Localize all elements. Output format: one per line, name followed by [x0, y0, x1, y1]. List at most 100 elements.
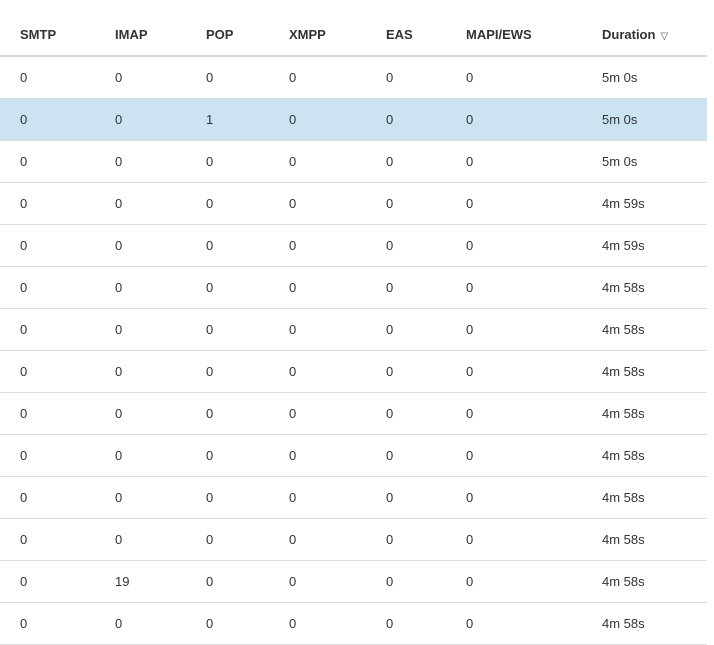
- cell-imap: 0: [115, 490, 123, 505]
- cell-eas: 0: [386, 112, 394, 127]
- cell-mapi-ews: 0: [466, 238, 474, 253]
- cell-smtp: 0: [20, 112, 28, 127]
- cell-pop: 0: [206, 574, 214, 589]
- cell-mapi-ews: 0: [466, 70, 474, 85]
- cell-pop: 0: [206, 448, 214, 463]
- column-header-label: EAS: [386, 27, 413, 42]
- table-row[interactable]: 0 0 0 0 0 0 4m 58s: [0, 267, 707, 309]
- cell-imap: 0: [115, 112, 123, 127]
- cell-eas: 0: [386, 364, 394, 379]
- cell-smtp: 0: [20, 238, 28, 253]
- cell-mapi-ews: 0: [466, 322, 474, 337]
- column-header-pop[interactable]: POP: [206, 14, 233, 55]
- table-row[interactable]: 0 0 0 0 0 0 5m 0s: [0, 141, 707, 183]
- cell-pop: 0: [206, 196, 214, 211]
- cell-xmpp: 0: [289, 532, 297, 547]
- column-header-label: MAPI/EWS: [466, 27, 532, 42]
- column-header-mapi-ews[interactable]: MAPI/EWS: [466, 14, 532, 55]
- cell-duration: 4m 59s: [602, 196, 645, 211]
- cell-xmpp: 0: [289, 490, 297, 505]
- cell-mapi-ews: 0: [466, 532, 474, 547]
- cell-duration: 4m 58s: [602, 616, 645, 631]
- sort-descending-icon[interactable]: ▽: [660, 31, 669, 42]
- cell-mapi-ews: 0: [466, 196, 474, 211]
- table-row[interactable]: 0 0 0 0 0 0 4m 58s: [0, 603, 707, 645]
- cell-duration: 4m 59s: [602, 238, 645, 253]
- table-row[interactable]: 0 0 0 0 0 0 4m 58s: [0, 435, 707, 477]
- cell-duration: 4m 58s: [602, 448, 645, 463]
- cell-imap: 0: [115, 280, 123, 295]
- cell-pop: 0: [206, 532, 214, 547]
- cell-mapi-ews: 0: [466, 280, 474, 295]
- cell-duration: 4m 58s: [602, 280, 645, 295]
- cell-eas: 0: [386, 70, 394, 85]
- cell-eas: 0: [386, 616, 394, 631]
- table-row[interactable]: 0 0 0 0 0 0 4m 58s: [0, 393, 707, 435]
- cell-smtp: 0: [20, 448, 28, 463]
- cell-xmpp: 0: [289, 406, 297, 421]
- cell-imap: 0: [115, 322, 123, 337]
- cell-duration: 4m 58s: [602, 490, 645, 505]
- cell-mapi-ews: 0: [466, 616, 474, 631]
- table-row[interactable]: 0 0 0 0 0 0 4m 58s: [0, 309, 707, 351]
- cell-duration: 4m 58s: [602, 322, 645, 337]
- table-row[interactable]: 0 0 0 0 0 0 4m 58s: [0, 351, 707, 393]
- cell-pop: 0: [206, 238, 214, 253]
- cell-mapi-ews: 0: [466, 112, 474, 127]
- cell-smtp: 0: [20, 280, 28, 295]
- cell-imap: 0: [115, 154, 123, 169]
- column-header-duration[interactable]: Duration ▽: [602, 14, 668, 57]
- column-header-eas[interactable]: EAS: [386, 14, 413, 55]
- column-header-smtp[interactable]: SMTP: [20, 14, 56, 55]
- cell-mapi-ews: 0: [466, 574, 474, 589]
- table-row[interactable]: 0 0 0 0 0 0 4m 58s: [0, 519, 707, 561]
- cell-imap: 0: [115, 238, 123, 253]
- cell-smtp: 0: [20, 322, 28, 337]
- cell-xmpp: 0: [289, 364, 297, 379]
- cell-duration: 4m 58s: [602, 406, 645, 421]
- table-row[interactable]: 0 0 1 0 0 0 5m 0s: [0, 99, 707, 141]
- cell-duration: 5m 0s: [602, 112, 638, 127]
- cell-pop: 0: [206, 154, 214, 169]
- cell-mapi-ews: 0: [466, 448, 474, 463]
- cell-duration: 4m 58s: [602, 574, 645, 589]
- column-header-label: SMTP: [20, 27, 57, 42]
- cell-pop: 0: [206, 490, 214, 505]
- cell-smtp: 0: [20, 490, 28, 505]
- cell-smtp: 0: [20, 406, 28, 421]
- cell-pop: 1: [206, 112, 214, 127]
- cell-smtp: 0: [20, 70, 28, 85]
- column-header-label: IMAP: [115, 27, 148, 42]
- cell-imap: 19: [115, 574, 130, 589]
- cell-xmpp: 0: [289, 112, 297, 127]
- table-row[interactable]: 0 0 0 0 0 0 4m 59s: [0, 183, 707, 225]
- table-row[interactable]: 0 19 0 0 0 0 4m 58s: [0, 561, 707, 603]
- table-row[interactable]: 0 0 0 0 0 0 4m 59s: [0, 225, 707, 267]
- cell-duration: 5m 0s: [602, 70, 638, 85]
- table-row[interactable]: 0 0 0 0 0 0 5m 0s: [0, 57, 707, 99]
- column-header-xmpp[interactable]: XMPP: [289, 14, 326, 55]
- column-header-imap[interactable]: IMAP: [115, 14, 148, 55]
- cell-xmpp: 0: [289, 70, 297, 85]
- cell-pop: 0: [206, 616, 214, 631]
- cell-duration: 4m 58s: [602, 364, 645, 379]
- cell-mapi-ews: 0: [466, 364, 474, 379]
- cell-smtp: 0: [20, 364, 28, 379]
- table-row[interactable]: 0 0 0 0 0 0 4m 58s: [0, 477, 707, 519]
- cell-pop: 0: [206, 280, 214, 295]
- cell-pop: 0: [206, 364, 214, 379]
- cell-eas: 0: [386, 574, 394, 589]
- cell-xmpp: 0: [289, 322, 297, 337]
- cell-mapi-ews: 0: [466, 490, 474, 505]
- cell-pop: 0: [206, 322, 214, 337]
- cell-duration: 4m 58s: [602, 532, 645, 547]
- cell-eas: 0: [386, 196, 394, 211]
- cell-pop: 0: [206, 70, 214, 85]
- cell-eas: 0: [386, 490, 394, 505]
- cell-smtp: 0: [20, 574, 28, 589]
- cell-xmpp: 0: [289, 280, 297, 295]
- cell-smtp: 0: [20, 532, 28, 547]
- cell-eas: 0: [386, 238, 394, 253]
- cell-xmpp: 0: [289, 616, 297, 631]
